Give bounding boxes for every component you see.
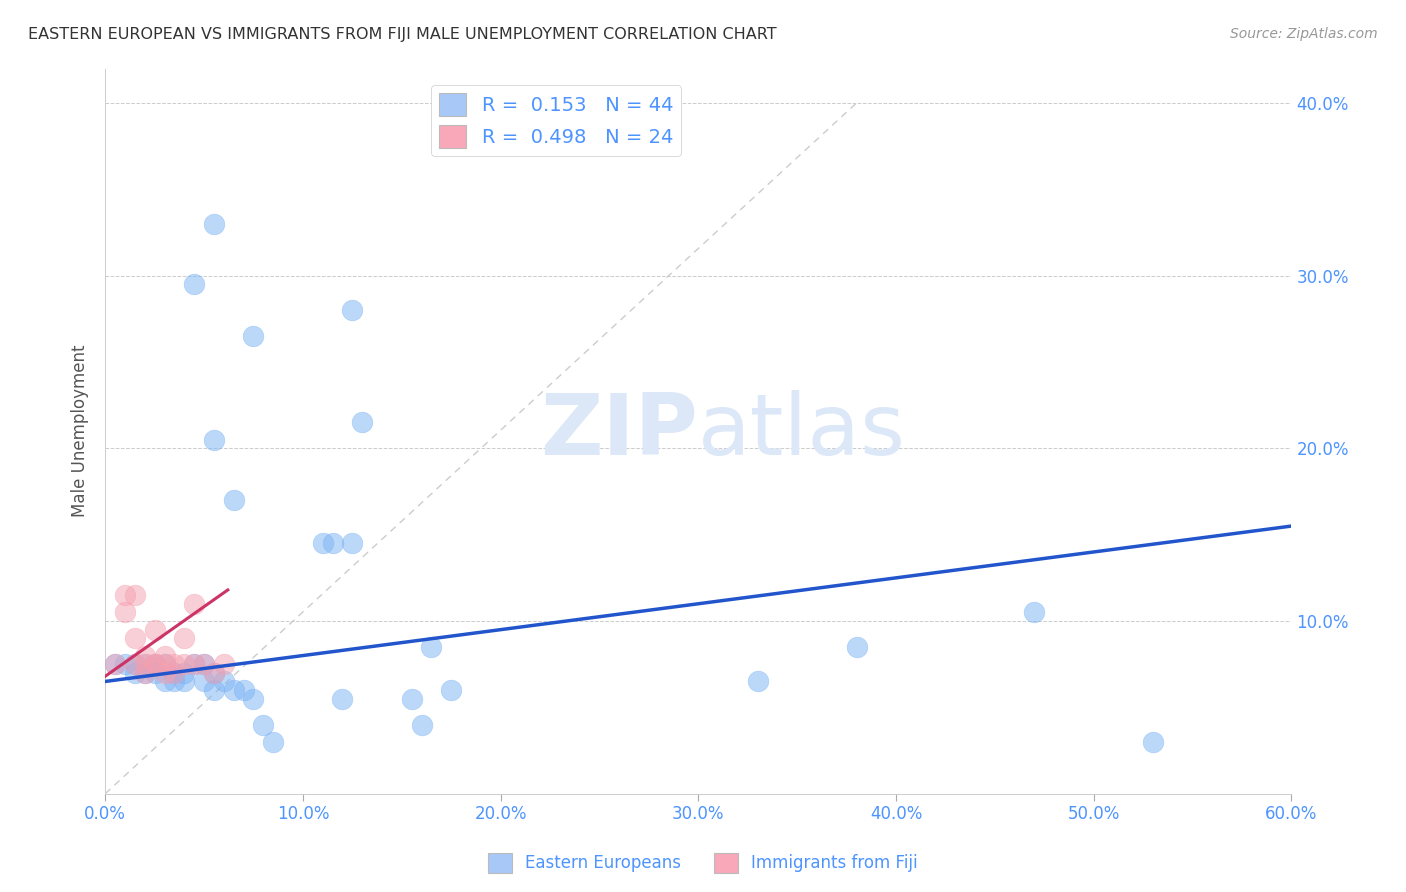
Point — [747, 674, 769, 689]
Point — [134, 648, 156, 663]
Point — [845, 640, 868, 654]
Point — [153, 657, 176, 672]
Point — [332, 691, 354, 706]
Point — [202, 665, 225, 680]
Point — [342, 303, 364, 318]
Point — [153, 674, 176, 689]
Point — [183, 277, 205, 292]
Point — [212, 657, 235, 672]
Point — [183, 657, 205, 672]
Point — [114, 657, 136, 672]
Point — [262, 735, 284, 749]
Point — [202, 217, 225, 231]
Point — [411, 717, 433, 731]
Point — [242, 691, 264, 706]
Point — [143, 623, 166, 637]
Point — [202, 665, 225, 680]
Point — [114, 606, 136, 620]
Point — [352, 416, 374, 430]
Point — [124, 588, 146, 602]
Point — [202, 433, 225, 447]
Point — [143, 665, 166, 680]
Point — [124, 665, 146, 680]
Point — [173, 657, 195, 672]
Point — [153, 665, 176, 680]
Point — [173, 632, 195, 646]
Point — [420, 640, 443, 654]
Point — [134, 657, 156, 672]
Point — [134, 665, 156, 680]
Point — [312, 536, 335, 550]
Text: EASTERN EUROPEAN VS IMMIGRANTS FROM FIJI MALE UNEMPLOYMENT CORRELATION CHART: EASTERN EUROPEAN VS IMMIGRANTS FROM FIJI… — [28, 27, 776, 42]
Point — [232, 683, 254, 698]
Point — [440, 683, 463, 698]
Legend: R =  0.153   N = 44, R =  0.498   N = 24: R = 0.153 N = 44, R = 0.498 N = 24 — [432, 86, 681, 156]
Point — [153, 657, 176, 672]
Point — [1142, 735, 1164, 749]
Point — [173, 665, 195, 680]
Point — [193, 657, 215, 672]
Point — [163, 665, 186, 680]
Point — [104, 657, 127, 672]
Point — [212, 674, 235, 689]
Point — [1024, 606, 1046, 620]
Point — [183, 657, 205, 672]
Point — [252, 717, 274, 731]
Point — [134, 657, 156, 672]
Point — [163, 674, 186, 689]
Point — [222, 683, 245, 698]
Y-axis label: Male Unemployment: Male Unemployment — [72, 345, 89, 517]
Point — [153, 648, 176, 663]
Point — [173, 674, 195, 689]
Point — [222, 493, 245, 508]
Point — [193, 657, 215, 672]
Point — [124, 657, 146, 672]
Point — [104, 657, 127, 672]
Point — [401, 691, 423, 706]
Text: atlas: atlas — [699, 390, 907, 473]
Point — [163, 665, 186, 680]
Point — [183, 597, 205, 611]
Point — [134, 665, 156, 680]
Point — [242, 329, 264, 343]
Text: ZIP: ZIP — [540, 390, 699, 473]
Point — [143, 657, 166, 672]
Point — [322, 536, 344, 550]
Point — [143, 657, 166, 672]
Point — [163, 657, 186, 672]
Legend: Eastern Europeans, Immigrants from Fiji: Eastern Europeans, Immigrants from Fiji — [482, 847, 924, 880]
Point — [193, 674, 215, 689]
Point — [124, 657, 146, 672]
Text: Source: ZipAtlas.com: Source: ZipAtlas.com — [1230, 27, 1378, 41]
Point — [114, 588, 136, 602]
Point — [202, 683, 225, 698]
Point — [124, 632, 146, 646]
Point — [342, 536, 364, 550]
Point — [143, 657, 166, 672]
